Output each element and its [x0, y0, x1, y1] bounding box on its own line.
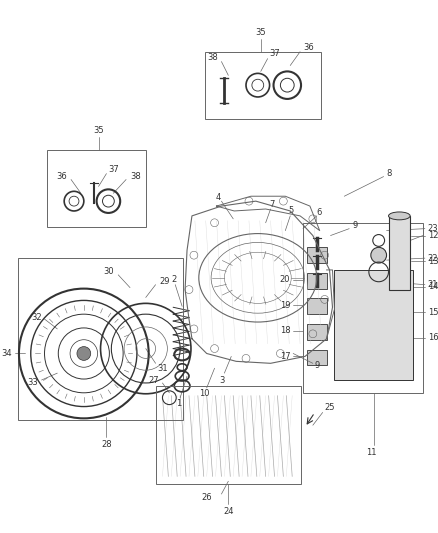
Bar	[392, 288, 404, 297]
Circle shape	[77, 346, 91, 360]
Text: 35: 35	[255, 28, 266, 37]
Text: 29: 29	[159, 277, 170, 286]
Text: 28: 28	[101, 440, 112, 449]
Text: 5: 5	[289, 206, 294, 215]
Text: 11: 11	[367, 448, 377, 457]
Bar	[392, 343, 404, 352]
Text: 4: 4	[216, 193, 221, 201]
Bar	[205, 52, 321, 118]
Bar	[392, 315, 404, 325]
Text: 26: 26	[201, 494, 212, 503]
Bar	[18, 258, 183, 421]
Bar	[307, 273, 327, 288]
Text: 9: 9	[315, 361, 320, 370]
Text: 27: 27	[149, 376, 159, 384]
Text: 2: 2	[172, 275, 177, 284]
Text: 33: 33	[27, 378, 38, 387]
Bar	[392, 357, 404, 366]
Bar	[374, 274, 387, 284]
Bar	[374, 315, 387, 325]
Bar	[356, 301, 369, 311]
Text: 16: 16	[428, 333, 438, 342]
Bar	[339, 357, 351, 366]
Text: 36: 36	[57, 172, 67, 181]
Text: 12: 12	[428, 231, 438, 240]
Bar	[339, 343, 351, 352]
Bar	[339, 274, 351, 284]
Text: 20: 20	[280, 275, 290, 284]
Bar	[307, 247, 327, 263]
Text: 1: 1	[177, 399, 182, 408]
Bar	[392, 329, 404, 339]
Bar	[356, 274, 369, 284]
Text: 24: 24	[223, 507, 233, 516]
Text: 6: 6	[316, 208, 321, 217]
Text: 3: 3	[220, 376, 225, 384]
Text: 19: 19	[280, 301, 290, 310]
Bar	[392, 301, 404, 311]
Text: 9: 9	[352, 221, 357, 230]
Bar	[155, 386, 301, 484]
Text: 23: 23	[428, 224, 438, 233]
Bar	[374, 329, 387, 339]
Text: 36: 36	[303, 43, 314, 52]
Text: 31: 31	[158, 364, 168, 373]
Bar	[335, 270, 413, 380]
Bar	[374, 301, 387, 311]
Text: 7: 7	[269, 199, 274, 208]
Text: 38: 38	[208, 53, 219, 62]
Bar	[339, 315, 351, 325]
Text: 8: 8	[387, 169, 392, 178]
Bar	[356, 329, 369, 339]
Text: 14: 14	[428, 282, 438, 291]
Bar	[47, 150, 146, 227]
Text: 34: 34	[1, 349, 12, 358]
Bar	[303, 223, 423, 393]
Text: 18: 18	[279, 326, 290, 335]
Text: 17: 17	[279, 352, 290, 361]
Bar	[339, 301, 351, 311]
Text: 15: 15	[428, 308, 438, 317]
Text: 10: 10	[199, 389, 210, 398]
Bar	[374, 357, 387, 366]
Text: 21: 21	[428, 280, 438, 289]
Bar	[307, 298, 327, 314]
Text: 25: 25	[325, 403, 335, 412]
Text: 35: 35	[93, 126, 104, 135]
Text: 37: 37	[108, 165, 119, 174]
Bar	[389, 216, 410, 289]
Circle shape	[371, 247, 387, 263]
Text: 22: 22	[428, 254, 438, 263]
Bar	[392, 274, 404, 284]
Bar	[339, 329, 351, 339]
Text: 13: 13	[428, 256, 438, 265]
Bar	[307, 350, 327, 365]
Ellipse shape	[389, 212, 410, 220]
Bar	[374, 288, 387, 297]
Bar	[356, 288, 369, 297]
Text: 32: 32	[31, 313, 42, 321]
Text: 30: 30	[104, 268, 114, 277]
Text: 37: 37	[270, 49, 280, 58]
Bar	[307, 324, 327, 340]
Bar	[339, 288, 351, 297]
Bar	[374, 343, 387, 352]
Text: 38: 38	[130, 172, 141, 181]
Bar	[356, 343, 369, 352]
Bar	[356, 357, 369, 366]
